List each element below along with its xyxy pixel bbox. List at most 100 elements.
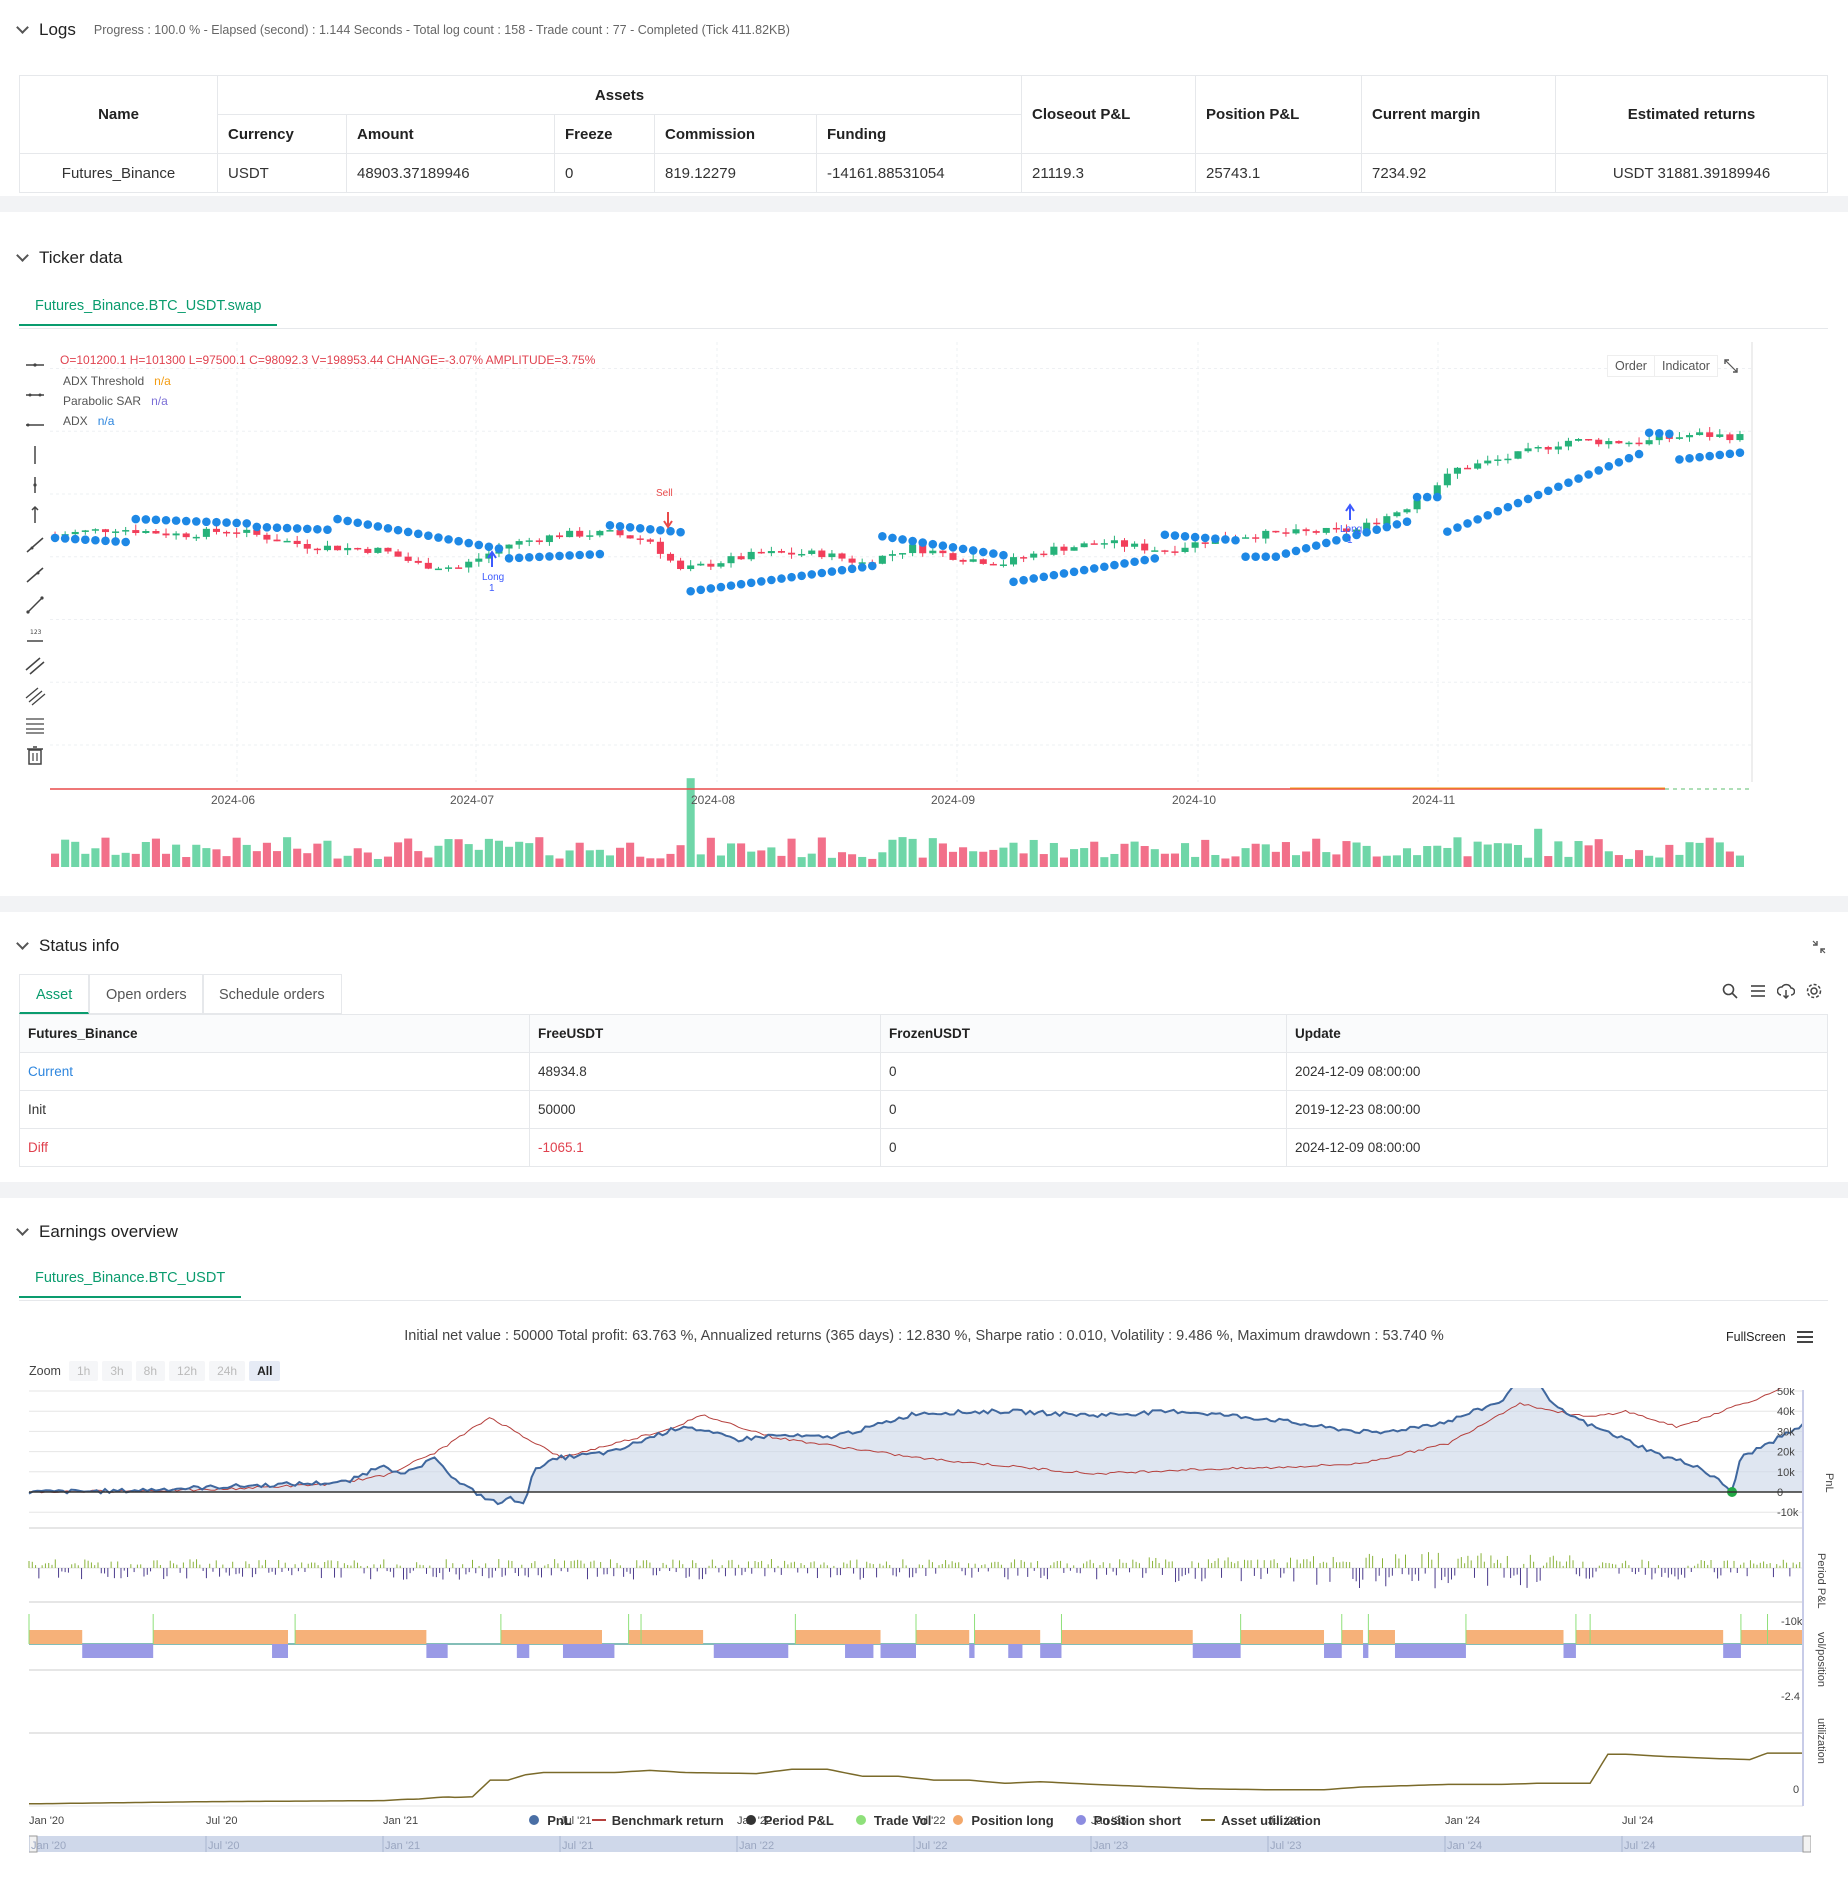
- chevron-down-icon[interactable]: [16, 249, 29, 262]
- legend-item[interactable]: PnL: [527, 1813, 572, 1828]
- sar-dot: [736, 579, 746, 589]
- menu-icon[interactable]: [1749, 982, 1767, 1000]
- fullscreen-button[interactable]: FullScreen: [1726, 1330, 1786, 1344]
- earnings-header[interactable]: Earnings overview: [16, 1222, 178, 1242]
- candlestick-chart[interactable]: Long1SellLong1120,000.00100,000.0080,000…: [50, 342, 1760, 890]
- sar-dot: [1422, 492, 1432, 502]
- position-short-bar: [426, 1644, 448, 1658]
- volume-bar: [1433, 845, 1442, 867]
- vertical-line-icon[interactable]: [24, 444, 46, 466]
- legend-item[interactable]: Asset utilization: [1201, 1813, 1321, 1828]
- sar-dot: [1543, 486, 1553, 496]
- candle-body: [223, 531, 231, 534]
- legend-adx[interactable]: ADX n/a: [63, 411, 171, 431]
- legend-item[interactable]: Position short: [1074, 1813, 1181, 1828]
- gear-icon[interactable]: [1805, 982, 1823, 1000]
- volume-bar: [989, 849, 998, 867]
- ray-line-icon[interactable]: [24, 564, 46, 586]
- candle-body: [596, 530, 604, 536]
- tab-schedule-orders[interactable]: Schedule orders: [202, 974, 342, 1014]
- volume-bar: [1130, 841, 1139, 867]
- zoom-all-button[interactable]: All: [249, 1361, 281, 1381]
- hamburger-icon[interactable]: [1797, 1330, 1813, 1344]
- collapse-icon[interactable]: [1811, 939, 1827, 955]
- legend-item[interactable]: Period P&L: [744, 1813, 834, 1828]
- ticker-header[interactable]: Ticker data: [16, 248, 122, 268]
- logs-header[interactable]: Logs Progress : 100.0 % - Elapsed (secon…: [16, 20, 790, 40]
- assets-table: Name Assets Closeout P&L Position P&L Cu…: [19, 75, 1828, 193]
- tab-btc-usdt[interactable]: Futures_Binance.BTC_USDT: [19, 1258, 242, 1298]
- candle-body: [999, 564, 1007, 566]
- candle-body: [1716, 434, 1724, 437]
- earnings-summary: Initial net value : 50000 Total profit: …: [404, 1328, 1444, 1344]
- sar-dot: [605, 521, 615, 530]
- col-margin: Current margin: [1361, 75, 1556, 154]
- zoom-3h-button[interactable]: 3h: [102, 1361, 132, 1381]
- expand-icon[interactable]: [1723, 358, 1739, 374]
- volume-bar: [737, 843, 746, 867]
- chevron-down-icon[interactable]: [16, 1223, 29, 1236]
- zoom-8h-button[interactable]: 8h: [135, 1361, 166, 1381]
- candle-body: [1282, 532, 1290, 534]
- candle-body: [202, 528, 210, 537]
- legend-item[interactable]: Benchmark return: [591, 1813, 724, 1828]
- search-icon[interactable]: [1721, 982, 1739, 1000]
- order-button[interactable]: Order: [1607, 355, 1655, 377]
- cloud-download-icon[interactable]: [1777, 982, 1795, 1000]
- horizontal-ray-icon[interactable]: [24, 414, 46, 436]
- chevron-down-icon[interactable]: [16, 21, 29, 34]
- sar-dot: [908, 536, 917, 546]
- volume-bar: [1140, 846, 1149, 867]
- zoom-24h-button[interactable]: 24h: [209, 1361, 246, 1381]
- tab-open-orders[interactable]: Open orders: [89, 974, 204, 1014]
- price-label-icon[interactable]: 123: [24, 624, 46, 646]
- utilization-axis-title: utilization: [1815, 1718, 1827, 1764]
- fib-retracement-icon[interactable]: [24, 714, 46, 736]
- segment-icon[interactable]: [24, 594, 46, 616]
- sar-dot: [484, 542, 494, 552]
- trash-icon[interactable]: [24, 744, 46, 766]
- fib-channel-icon[interactable]: [24, 684, 46, 706]
- candle-body: [1332, 527, 1340, 530]
- vertical-segment-icon[interactable]: [24, 474, 46, 496]
- legend-parabolic-sar[interactable]: Parabolic SAR n/a: [63, 391, 171, 411]
- volume-bar: [908, 838, 917, 867]
- vertical-ray-icon[interactable]: [24, 504, 46, 526]
- candle-body: [1514, 451, 1522, 459]
- candle-body: [1605, 441, 1613, 445]
- zoom-1h-button[interactable]: 1h: [68, 1361, 99, 1381]
- legend-item[interactable]: Trade Vol: [854, 1813, 931, 1828]
- candle-body: [727, 556, 735, 564]
- zoom-12h-button[interactable]: 12h: [169, 1361, 206, 1381]
- candle-body: [979, 559, 987, 564]
- position-long-bar: [500, 1630, 603, 1644]
- trend-line-icon[interactable]: [24, 534, 46, 556]
- sar-dot: [847, 564, 857, 574]
- crosshair-line-icon[interactable]: [24, 354, 46, 376]
- legend-swatch-icon: [529, 1815, 540, 1825]
- nav-tick-label: Jan '24: [1447, 1840, 1482, 1852]
- tab-asset[interactable]: Asset: [19, 974, 90, 1014]
- sar-dot: [302, 524, 312, 534]
- volume-bar: [1291, 855, 1301, 867]
- volume-bar: [81, 853, 90, 867]
- volume-bar: [716, 855, 725, 867]
- chevron-down-icon[interactable]: [16, 937, 29, 950]
- position-long-bar: [1590, 1630, 1724, 1644]
- candle-body: [1373, 522, 1381, 525]
- indicator-button[interactable]: Indicator: [1654, 355, 1718, 377]
- legend-adx-threshold[interactable]: ADX Threshold n/a: [63, 371, 171, 391]
- volume-bar: [948, 851, 958, 867]
- parallel-channel-icon[interactable]: [24, 654, 46, 676]
- sar-dot: [1301, 543, 1311, 553]
- sar-dot: [181, 516, 191, 526]
- horizontal-line-icon[interactable]: [24, 384, 46, 406]
- volume-bar: [979, 851, 988, 867]
- legend-item[interactable]: Position long: [951, 1813, 1054, 1828]
- tab-btc-usdt-swap[interactable]: Futures_Binance.BTC_USDT.swap: [19, 286, 278, 326]
- volume-bar: [212, 849, 221, 867]
- candle-body: [1675, 437, 1683, 439]
- status-header[interactable]: Status info: [16, 936, 119, 956]
- navigator-scrollbar[interactable]: Jan '20 Jul '20 Jan '21 Jul '21 Jan '22 Jul '…: [29, 1833, 1811, 1853]
